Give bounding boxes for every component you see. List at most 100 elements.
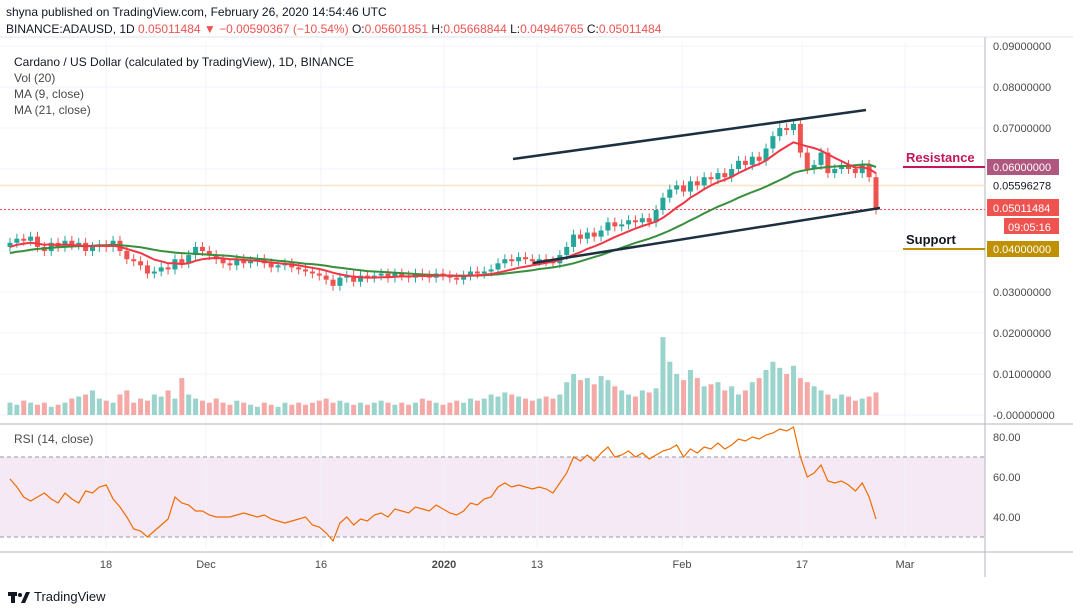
candle-body [34,236,40,247]
volume-bar [144,400,150,415]
volume-bar [846,396,852,415]
candle-body [646,218,652,223]
ma21-indicator-label[interactable]: MA (21, close) [14,103,91,117]
candle-body [804,152,810,169]
volume-bar [859,398,865,415]
volume-bar [399,402,405,415]
candle-body [337,277,343,286]
volume-bar [461,402,467,415]
candle-body [866,164,872,178]
indicator-legend: Cardano / US Dollar (calculated by Tradi… [14,54,354,118]
volume-bar [550,398,556,415]
candle-body [89,246,95,251]
volume-bar [543,396,549,415]
volume-bar [818,390,824,415]
price-tick-label: 0.03000000 [993,287,1051,299]
close-label: C: [586,22,599,36]
volume-bar [220,402,226,415]
volume-bar [83,394,89,415]
support-annotation: Support [906,232,956,247]
candle-body [241,259,247,264]
volume-bar [832,398,838,415]
volume-bar [303,404,309,415]
candle-body [653,210,659,223]
candle-body [516,257,522,262]
volume-bar [839,394,845,415]
candle-body [495,263,501,270]
volume-bar [777,367,783,415]
candle-body [186,255,192,264]
candle-body [28,236,34,241]
volume-bar [385,402,391,415]
volume-bar [866,396,872,415]
vol-indicator-label[interactable]: Vol (20) [14,71,56,85]
publish-info: shyna published on TradingView.com, Febr… [6,5,387,19]
volume-bar [103,400,109,415]
candle-body [454,277,460,280]
volume-bar [701,386,707,415]
candle-body [378,273,384,276]
candle-body [763,148,769,161]
rsi-indicator-label[interactable]: RSI (14, close) [14,432,94,446]
candle-body [632,220,638,223]
volume-bar [694,378,700,415]
volume-bar [41,402,47,415]
candle-body [694,181,700,186]
volume-bar [571,374,577,415]
volume-bar [529,400,535,415]
volume-bar [598,376,604,415]
candle-body [791,123,797,131]
candle-body [268,263,274,268]
volume-bar [626,394,632,415]
rsi-tick-label: 60.00 [993,472,1021,484]
volume-bar [227,404,233,415]
candle-body [708,177,714,180]
tradingview-logo-icon [8,591,30,603]
channel-lower-line [532,206,881,265]
high-label: H: [431,22,444,36]
volume-bar [481,398,487,415]
volume-bar [736,394,742,415]
time-tick-label: 18 [100,559,112,571]
volume-bar [495,396,501,415]
resistance-price-label: 0.06000000 [993,162,1051,174]
volume-bar [536,398,542,415]
candle-body [309,271,315,274]
volume-bar [619,390,625,415]
candle-body [124,251,130,260]
volume-bar [687,369,693,415]
price-tick-label: 0.08000000 [993,82,1051,94]
volume-bar [309,402,315,415]
candle-body [577,234,583,239]
change-down-icon: ▼ [203,22,216,36]
volume-bar [275,406,281,415]
candle-body [852,169,858,174]
candle-body [564,246,570,256]
candle-body [323,275,329,280]
volume-bar [14,404,20,415]
volume-bar [467,398,473,415]
candle-body [729,169,735,178]
volume-bar [474,400,480,415]
volume-bar [96,398,102,415]
candle-body [591,232,597,237]
rsi-tick-label: 40.00 [993,512,1021,524]
volume-bar [440,404,446,415]
last-price-label-box [987,199,1059,216]
volume-bar [364,404,370,415]
resistance-annotation: Resistance [906,150,975,165]
candle-body [846,164,852,169]
low-label: L: [510,22,521,36]
volume-bar [289,404,295,415]
ma9-indicator-label[interactable]: MA (9, close) [14,87,85,101]
open-label: O: [351,22,365,36]
candle-body [722,173,728,178]
volume-bar [749,382,755,415]
tradingview-brand[interactable]: TradingView [8,589,106,604]
candle-body [330,279,336,286]
volume-bar [261,402,267,415]
ohlc-legend: BINANCE:ADAUSD, 1D 0.05011484 ▼ −0.00590… [6,22,661,36]
close-value: 0.05011484 [598,22,662,36]
last-price: 0.05011484 [138,22,201,36]
candle-body [351,275,357,282]
